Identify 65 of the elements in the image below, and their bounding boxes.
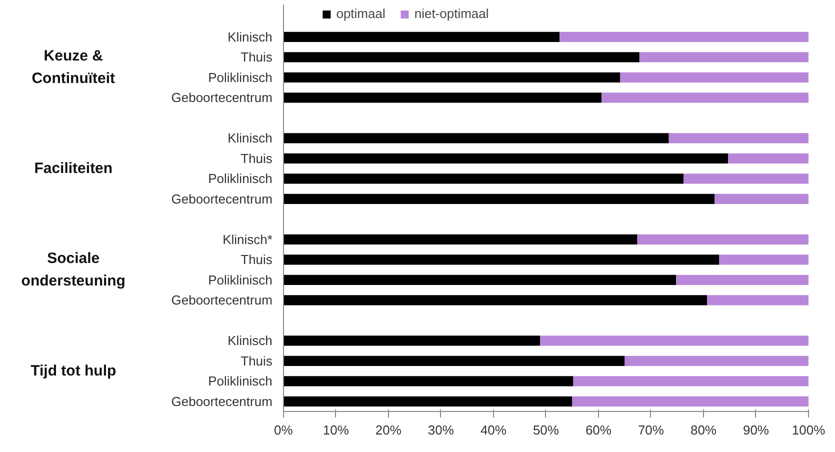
bar [714,194,808,204]
text: Faciliteiten [34,160,113,178]
bar [283,254,720,265]
text: Tijd tot hulp [30,362,116,380]
x-tick-label: 0% [274,422,294,438]
bar [283,356,625,366]
y-tick-label: Thuis [240,353,273,368]
bar [283,396,572,406]
bar [283,295,708,306]
bar [560,32,808,42]
x-tick-label: 50% [532,422,560,438]
bar [620,72,808,82]
x-tick-label: 60% [585,422,612,438]
y-tick-label: Thuis [240,50,273,65]
x-tick-label: 30% [428,422,454,438]
y-tick-label: Poliklinisch [208,70,272,85]
y-tick-label: Klinisch [228,333,272,348]
y-tick-label: Poliklinisch [208,374,272,389]
bar [728,153,808,164]
bar [283,174,684,184]
y-tick-label: Geboortecentrum [171,191,272,206]
y-tick-label: Thuis [240,252,273,268]
text: Sociale ondersteuning [21,250,126,290]
y-tick-label: Thuis [240,150,273,166]
y-tick-label: Geboortecentrum [171,394,272,409]
x-tick-label: 70% [638,422,664,438]
bar [283,52,640,62]
bar [684,174,808,184]
bar [602,92,808,103]
x-tick-label: 80% [690,422,717,438]
x-tick-label: 100% [792,422,826,438]
x-tick-label: 20% [375,422,402,438]
bar [573,376,808,386]
bar [572,396,808,406]
bar [283,72,620,82]
y-tick-label: Klinisch [228,130,272,146]
bar [283,194,715,204]
bar [624,356,808,366]
y-tick-label: Geboortecentrum [171,90,272,106]
bar [639,52,808,62]
legend-label: niet-optimaal [414,6,489,21]
y-tick-label: Poliklinisch [208,272,272,288]
y-tick-label: Geboortecentrum [171,292,272,308]
bar [283,336,540,346]
bar [283,153,728,164]
legend-label: optimaal [336,6,386,21]
bar [283,234,638,244]
bar [283,92,602,103]
bar [637,234,808,244]
y-tick-label: Klinisch* [222,232,272,247]
x-tick-label: 90% [742,422,770,438]
bar [283,274,676,285]
bar [707,295,808,306]
bar [283,32,560,42]
bar [283,133,669,144]
x-tick-label: 40% [480,422,507,438]
bar [540,336,808,346]
y-tick-label: Poliklinisch [208,171,272,186]
y-tick-label: Klinisch [228,29,272,44]
bar [676,274,808,285]
bar [668,133,808,144]
bar [719,254,808,265]
text: Keuze & Continuïteit [32,48,116,87]
x-tick-label: 10% [322,422,350,438]
bar [283,376,574,386]
